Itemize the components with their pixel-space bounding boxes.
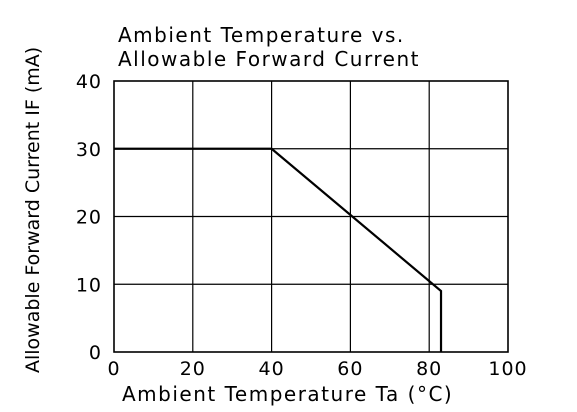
y-tick-label: 10 <box>76 274 102 296</box>
y-axis-label: Allowable Forward Current IF (mA) <box>22 47 44 373</box>
plot-frame <box>113 80 509 353</box>
chart-title-line-1: Ambient Temperature vs. <box>118 23 405 47</box>
chart-title-line-2: Allowable Forward Current <box>118 47 420 71</box>
x-tick-label: 60 <box>337 358 363 380</box>
x-tick-labels: 0 20 40 60 80 100 <box>107 358 527 380</box>
x-tick-label: 0 <box>107 358 120 380</box>
y-tick-labels: 0 10 20 30 40 <box>76 71 102 364</box>
grid <box>114 81 508 352</box>
x-tick-label: 80 <box>416 358 442 380</box>
x-tick-label: 100 <box>488 358 527 380</box>
x-tick-label: 20 <box>180 358 206 380</box>
y-tick-label: 20 <box>76 207 102 229</box>
series-line <box>114 147 443 352</box>
x-axis-label: Ambient Temperature Ta (°C) <box>122 382 453 406</box>
y-tick-label: 0 <box>89 342 102 364</box>
x-tick-label: 40 <box>259 358 285 380</box>
y-tick-label: 30 <box>76 139 102 161</box>
y-tick-label: 40 <box>76 71 102 93</box>
